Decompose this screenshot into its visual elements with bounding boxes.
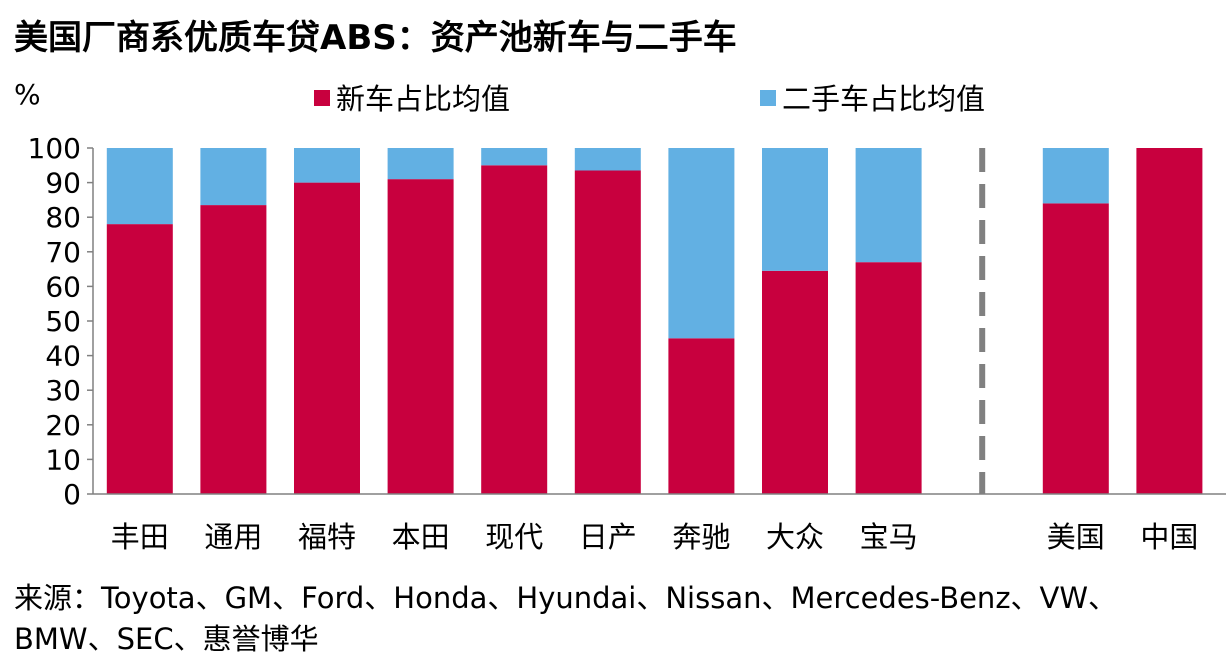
x-tick-label: 本田 [392, 520, 450, 554]
bar-new-1 [200, 205, 267, 494]
bar-used-5 [574, 148, 641, 171]
y-tick-label: 80 [45, 201, 81, 234]
y-tick-label: 100 [28, 132, 81, 165]
y-tick-label: 10 [45, 443, 81, 476]
bar-used-7 [762, 148, 828, 271]
x-tick-label: 通用 [204, 520, 262, 554]
legend: 新车占比均值 二手车占比均值 [314, 82, 985, 116]
y-tick-label: 40 [45, 340, 81, 373]
bar-new-9 [1042, 203, 1109, 495]
bar-used-9 [1042, 148, 1109, 204]
x-tick-label: 宝马 [860, 520, 918, 554]
bar-new-0 [106, 224, 173, 494]
bar-new-10 [1136, 148, 1203, 494]
y-tick-label: 70 [45, 236, 81, 269]
y-tick-label: 20 [45, 409, 81, 442]
x-tick-label: 奔驰 [672, 520, 730, 554]
y-tick-label: 50 [45, 305, 81, 338]
bar-new-2 [294, 182, 360, 494]
bar-new-5 [574, 170, 641, 495]
bar-used-8 [855, 148, 922, 263]
y-tick-label: 60 [45, 270, 81, 303]
y-tick-label: 30 [45, 374, 81, 407]
bar-new-7 [762, 270, 828, 494]
x-tick-label: 现代 [485, 520, 543, 554]
legend-swatch-0 [314, 90, 330, 106]
x-tick-label: 日产 [579, 520, 637, 554]
legend-label-1: 二手车占比均值 [782, 82, 985, 116]
bar-used-2 [294, 148, 360, 183]
bar-used-0 [106, 148, 173, 225]
bar-new-4 [481, 165, 548, 495]
legend-label-0: 新车占比均值 [336, 82, 510, 116]
chart-title: 美国厂商系优质车贷ABS：资产池新车与二手车 [14, 18, 737, 58]
x-tick-label: 福特 [298, 520, 356, 554]
bar-new-3 [387, 179, 454, 494]
x-tick-label: 丰田 [111, 520, 169, 554]
x-tick-label: 中国 [1140, 520, 1198, 554]
x-tick-label: 大众 [766, 520, 824, 554]
y-axis-unit: % [14, 78, 41, 111]
bar-used-3 [387, 148, 454, 180]
bar-used-1 [200, 148, 267, 206]
source-note: 来源：Toyota、GM、Ford、Honda、Hyundai、Nissan、M… [14, 581, 1118, 656]
bar-new-6 [668, 338, 735, 494]
y-tick-label: 90 [45, 167, 81, 200]
y-tick-label: 0 [63, 478, 81, 511]
bars [106, 148, 1203, 495]
bar-used-4 [481, 148, 548, 166]
x-tick-label: 美国 [1047, 520, 1105, 554]
x-axis: 丰田 通用 福特 本田 现代 日产 奔驰 大众 宝马 美国 中国 [93, 493, 1226, 554]
bar-new-8 [855, 262, 922, 494]
legend-swatch-1 [760, 90, 776, 106]
bar-used-6 [668, 148, 735, 339]
